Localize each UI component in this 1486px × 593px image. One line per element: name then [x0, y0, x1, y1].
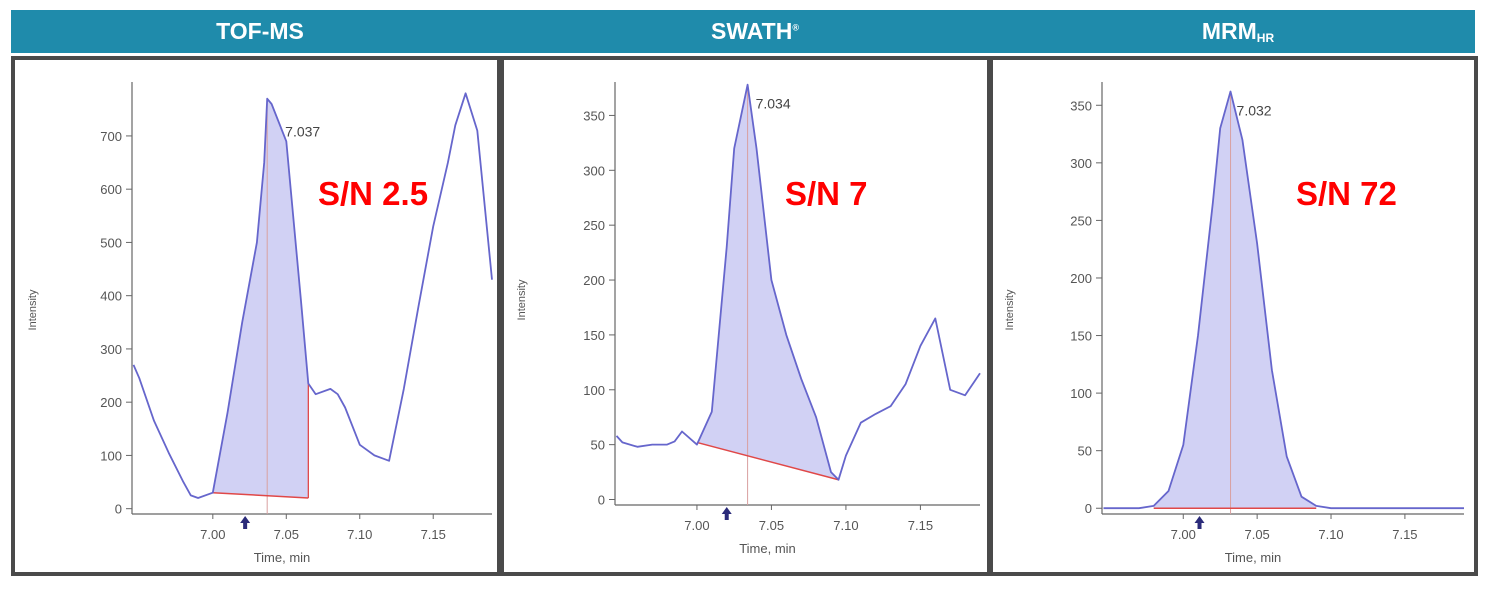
- peak-apex-label: 7.034: [756, 96, 791, 112]
- retention-marker-arrow: [1194, 516, 1205, 529]
- panel-title-tof-ms: TOF-MS: [11, 10, 509, 53]
- x-axis-label: Time, min: [1225, 550, 1282, 565]
- x-tick-label: 7.05: [759, 518, 784, 533]
- peak-apex-label: 7.037: [285, 124, 320, 140]
- y-tick-label: 350: [583, 108, 605, 123]
- panel-header-bar: TOF-MS SWATH® MRMHR: [11, 10, 1475, 53]
- y-tick-label: 0: [115, 502, 122, 517]
- y-tick-label: 100: [100, 448, 122, 463]
- y-tick-label: 200: [583, 273, 605, 288]
- panel-title-suffix: HR: [1256, 31, 1275, 45]
- chromatogram-trace: [1103, 90, 1464, 510]
- peak-baseline: [212, 491, 309, 499]
- y-tick-label: 250: [583, 218, 605, 233]
- y-tick-label: 200: [1070, 271, 1092, 286]
- x-tick-label: 7.10: [347, 527, 372, 542]
- y-tick-label: 300: [1070, 156, 1092, 171]
- panel-title-suffix: ®: [792, 22, 799, 33]
- y-tick-label: 50: [591, 438, 605, 453]
- signal-to-noise-label: S/N 2.5: [318, 175, 428, 212]
- y-tick-label: 150: [583, 328, 605, 343]
- x-tick-label: 7.15: [1392, 527, 1417, 542]
- x-axis-label: Time, min: [739, 541, 796, 556]
- peak-area: [1153, 91, 1317, 509]
- x-tick-label: 7.05: [1244, 527, 1269, 542]
- x-tick-label: 7.00: [684, 518, 709, 533]
- y-axis-label: Intensity: [27, 289, 39, 330]
- x-tick-label: 7.15: [421, 527, 446, 542]
- panel-title-text: SWATH: [711, 18, 793, 44]
- y-tick-label: 400: [100, 289, 122, 304]
- y-axis-label: Intensity: [516, 279, 528, 320]
- chromatogram-trace: [132, 92, 493, 499]
- x-tick-label: 7.05: [274, 527, 299, 542]
- x-tick-label: 7.15: [908, 518, 933, 533]
- signal-to-noise-label: S/N 72: [1296, 175, 1397, 212]
- x-tick-label: 7.10: [833, 518, 858, 533]
- x-axis-label: Time, min: [254, 550, 311, 565]
- y-tick-label: 100: [1070, 386, 1092, 401]
- x-tick-label: 7.10: [1318, 527, 1343, 542]
- y-tick-label: 350: [1070, 98, 1092, 113]
- retention-marker-arrow: [721, 507, 732, 520]
- y-tick-label: 300: [583, 163, 605, 178]
- y-tick-label: 250: [1070, 213, 1092, 228]
- signal-to-noise-label: S/N 7: [785, 175, 868, 212]
- peak-area: [212, 98, 309, 498]
- panel-title-text: TOF-MS: [216, 18, 304, 44]
- y-tick-label: 150: [1070, 329, 1092, 344]
- panel-title-mrm-hr: MRMHR: [1001, 10, 1475, 53]
- x-tick-label: 7.00: [1171, 527, 1196, 542]
- y-tick-label: 700: [100, 129, 122, 144]
- y-tick-label: 100: [583, 383, 605, 398]
- panel-title-text: MRM: [1201, 18, 1257, 44]
- y-tick-label: 300: [100, 342, 122, 357]
- panel-title-swath: SWATH®: [509, 10, 1001, 53]
- y-tick-label: 0: [598, 493, 605, 508]
- y-tick-label: 200: [100, 395, 122, 410]
- y-tick-label: 0: [1085, 501, 1092, 516]
- y-tick-label: 50: [1078, 444, 1092, 459]
- peak-baseline: [696, 441, 839, 481]
- retention-marker-arrow: [240, 516, 251, 529]
- chromatogram-trace: [615, 83, 981, 481]
- x-tick-label: 7.00: [200, 527, 225, 542]
- y-tick-label: 600: [100, 182, 122, 197]
- y-tick-label: 500: [100, 235, 122, 250]
- peak-apex-label: 7.032: [1237, 102, 1272, 118]
- y-axis-label: Intensity: [1004, 289, 1016, 330]
